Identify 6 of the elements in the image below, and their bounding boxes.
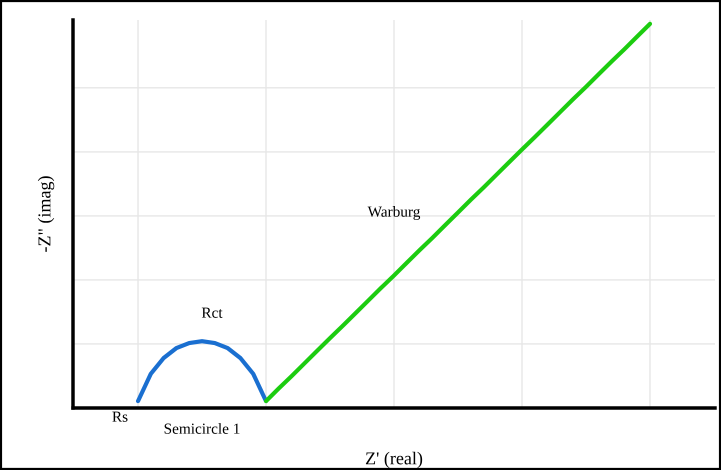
text: Semicircle 1 bbox=[164, 423, 240, 434]
y-axis-title: -Z" (imag) bbox=[38, 176, 54, 252]
x-axis-title: Z' (real) bbox=[366, 452, 422, 468]
annotation: Rct bbox=[202, 308, 223, 318]
annotation: Warburg bbox=[368, 206, 420, 220]
text: Rs bbox=[112, 412, 128, 422]
